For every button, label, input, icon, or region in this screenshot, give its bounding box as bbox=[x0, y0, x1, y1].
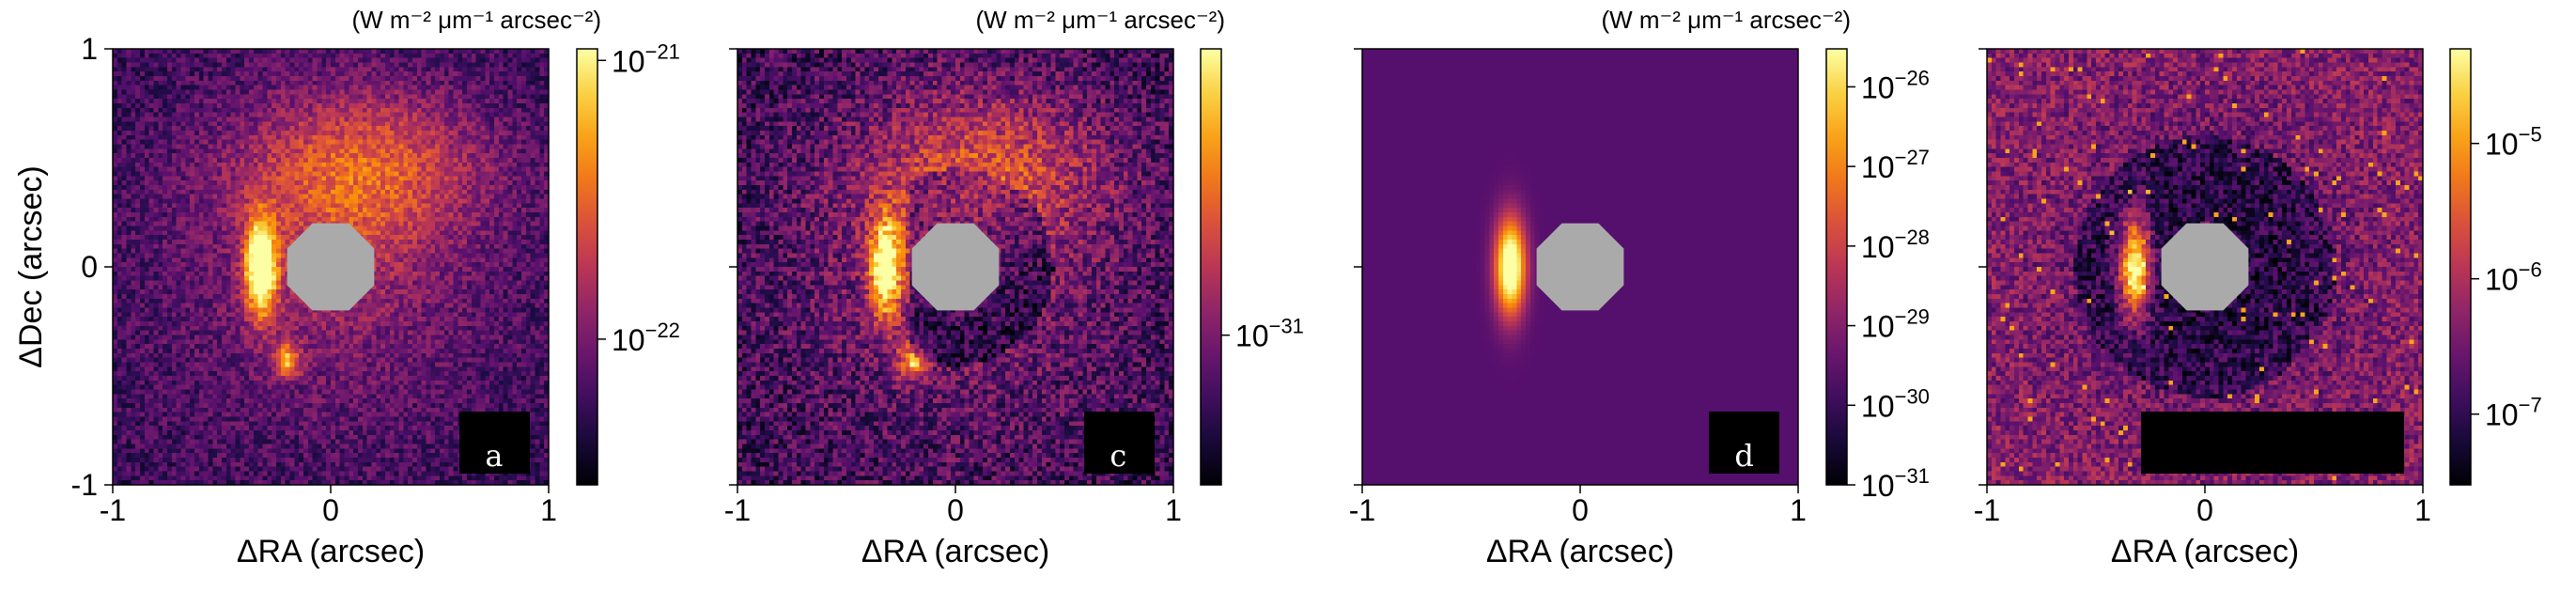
colorbar-tick-label: 10−29 bbox=[1861, 305, 1930, 344]
colorbar-tick-label: 10−5 bbox=[2485, 123, 2542, 162]
x-tick-label: 1 bbox=[1165, 493, 1182, 527]
colorbar-tick-label: 10−7 bbox=[2485, 394, 2542, 432]
colorbar-tick-label: 10−6 bbox=[2485, 258, 2542, 297]
y-axis-label: ΔDec (arcsec) bbox=[13, 165, 49, 367]
panel-label: Ia bbox=[473, 419, 503, 474]
x-axis-label: ΔRA (arcsec) bbox=[237, 534, 425, 569]
panel-label-box bbox=[2141, 412, 2404, 474]
x-axis-label: ΔRA (arcsec) bbox=[861, 534, 1049, 569]
x-tick-label: 0 bbox=[947, 493, 964, 527]
panel-label: Ic bbox=[1097, 419, 1126, 474]
x-axis-label: ΔRA (arcsec) bbox=[1486, 534, 1674, 569]
coronagraph-mask bbox=[1536, 223, 1624, 311]
panel-1: -1 0 1 1 0 -1 ΔRA (arcsec) ΔDec (arcsec) Ia 10−21… bbox=[13, 6, 680, 569]
colorbar-tick-label: 10−31 bbox=[1235, 315, 1304, 353]
colorbar bbox=[2449, 48, 2472, 486]
coronagraph-mask bbox=[911, 223, 1000, 311]
coronagraph-mask bbox=[2161, 223, 2249, 311]
panel-2: -1 0 1 ΔRA (arcsec) Ic 10−31 (W m⁻² μm⁻¹ arcse… bbox=[724, 6, 1304, 569]
panel-label-box bbox=[1709, 412, 1779, 474]
y-tick-label: 0 bbox=[81, 250, 98, 284]
colorbar-unit: (W m⁻² μm⁻¹ arcsec⁻²) bbox=[351, 6, 601, 34]
y-tick-label: -1 bbox=[71, 468, 98, 502]
coronagraph-mask bbox=[287, 223, 375, 311]
panel-label: (Ic+Id)/Ia bbox=[2191, 420, 2355, 466]
x-tick-label: -1 bbox=[100, 493, 126, 527]
x-tick-label: 0 bbox=[1572, 493, 1589, 527]
colorbar-tick-label: 10−21 bbox=[612, 39, 680, 78]
panel-label-box bbox=[1084, 412, 1155, 474]
colorbar-tick-label: 10−28 bbox=[1861, 226, 1930, 264]
colorbar-unit: (W m⁻² μm⁻¹ arcsec⁻²) bbox=[1601, 6, 1851, 34]
y-tick-label: 1 bbox=[81, 32, 98, 66]
x-tick-label: 0 bbox=[2196, 493, 2213, 527]
x-tick-label: -1 bbox=[724, 493, 751, 527]
colorbar bbox=[576, 48, 598, 486]
panel-4: -1 0 1 ΔRA (arcsec) (Ic+Id)/Ia 10−5 10−6 10−7 bbox=[1974, 48, 2542, 569]
colorbar bbox=[1200, 48, 1222, 486]
colorbar-tick-label: 10−22 bbox=[612, 319, 680, 357]
x-tick-label: 1 bbox=[540, 493, 557, 527]
x-tick-label: 1 bbox=[2414, 493, 2431, 527]
colorbar-tick-label: 10−31 bbox=[1861, 464, 1930, 503]
x-tick-label: -1 bbox=[1974, 493, 2000, 527]
colorbar-unit: (W m⁻² μm⁻¹ arcsec⁻²) bbox=[975, 6, 1225, 34]
x-tick-label: -1 bbox=[1349, 493, 1375, 527]
panel-label: Id bbox=[1722, 419, 1754, 474]
colorbar-tick-label: 10−30 bbox=[1861, 384, 1930, 423]
x-tick-label: 1 bbox=[1790, 493, 1807, 527]
x-axis-label: ΔRA (arcsec) bbox=[2111, 534, 2299, 569]
colorbar-tick-label: 10−26 bbox=[1861, 66, 1930, 104]
panel-3: -1 0 1 ΔRA (arcsec) Id 10−26 10−27 10−28 10−29 10… bbox=[1349, 6, 1930, 569]
colorbar bbox=[1825, 48, 1848, 486]
colorbar-tick-label: 10−27 bbox=[1861, 146, 1930, 184]
panel-label-box bbox=[459, 412, 530, 474]
x-tick-label: 0 bbox=[322, 493, 339, 527]
